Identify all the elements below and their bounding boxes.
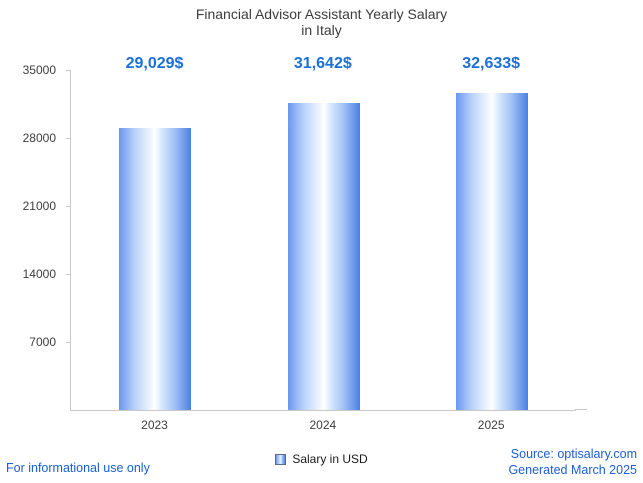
y-axis-tick-label: 14000 — [22, 267, 56, 281]
x-axis-label-2024: 2024 — [309, 418, 337, 432]
y-axis-tick-label: 28000 — [22, 131, 56, 145]
y-axis-tick-label: 7000 — [29, 335, 56, 349]
x-axis-line-extension — [575, 409, 587, 410]
disclaimer-text: For informational use only — [6, 461, 150, 475]
y-axis: 7000 14000 21000 28000 35000 — [0, 63, 62, 410]
y-axis-tick-label: 35000 — [22, 63, 56, 77]
x-axis-label-2025: 2025 — [477, 418, 505, 432]
chart-title-line1: Financial Advisor Assistant Yearly Salar… — [195, 6, 448, 22]
bar-value-label-2024: 31,642$ — [293, 55, 352, 72]
generated-date: Generated March 2025 — [508, 463, 637, 477]
y-axis-tick-mark — [66, 274, 70, 275]
x-axis-label-2023: 2023 — [141, 418, 168, 432]
plot-area — [70, 70, 576, 411]
source-link[interactable]: Source: optisalary.com — [510, 447, 637, 461]
bar-value-label-2025: 32,633$ — [462, 55, 521, 72]
bar-value-label-2023: 29,029$ — [125, 55, 184, 72]
legend-label: Salary in USD — [292, 452, 368, 466]
legend-item-salary-in-usd[interactable]: Salary in USD — [0, 452, 643, 466]
legend-swatch-icon — [275, 453, 287, 465]
bar-2023 — [119, 128, 192, 410]
bar-2025 — [455, 93, 528, 410]
y-axis-tick-label: 21000 — [22, 199, 56, 213]
y-axis-tick-mark — [66, 70, 70, 71]
footer-source-block: Source: optisalary.com Generated March 2… — [508, 446, 637, 478]
chart-title-line2: in Italy — [301, 22, 342, 38]
y-axis-tick-mark — [66, 138, 70, 139]
bar-2024 — [287, 103, 360, 410]
y-axis-tick-mark — [66, 206, 70, 207]
y-axis-tick-mark — [66, 342, 70, 343]
